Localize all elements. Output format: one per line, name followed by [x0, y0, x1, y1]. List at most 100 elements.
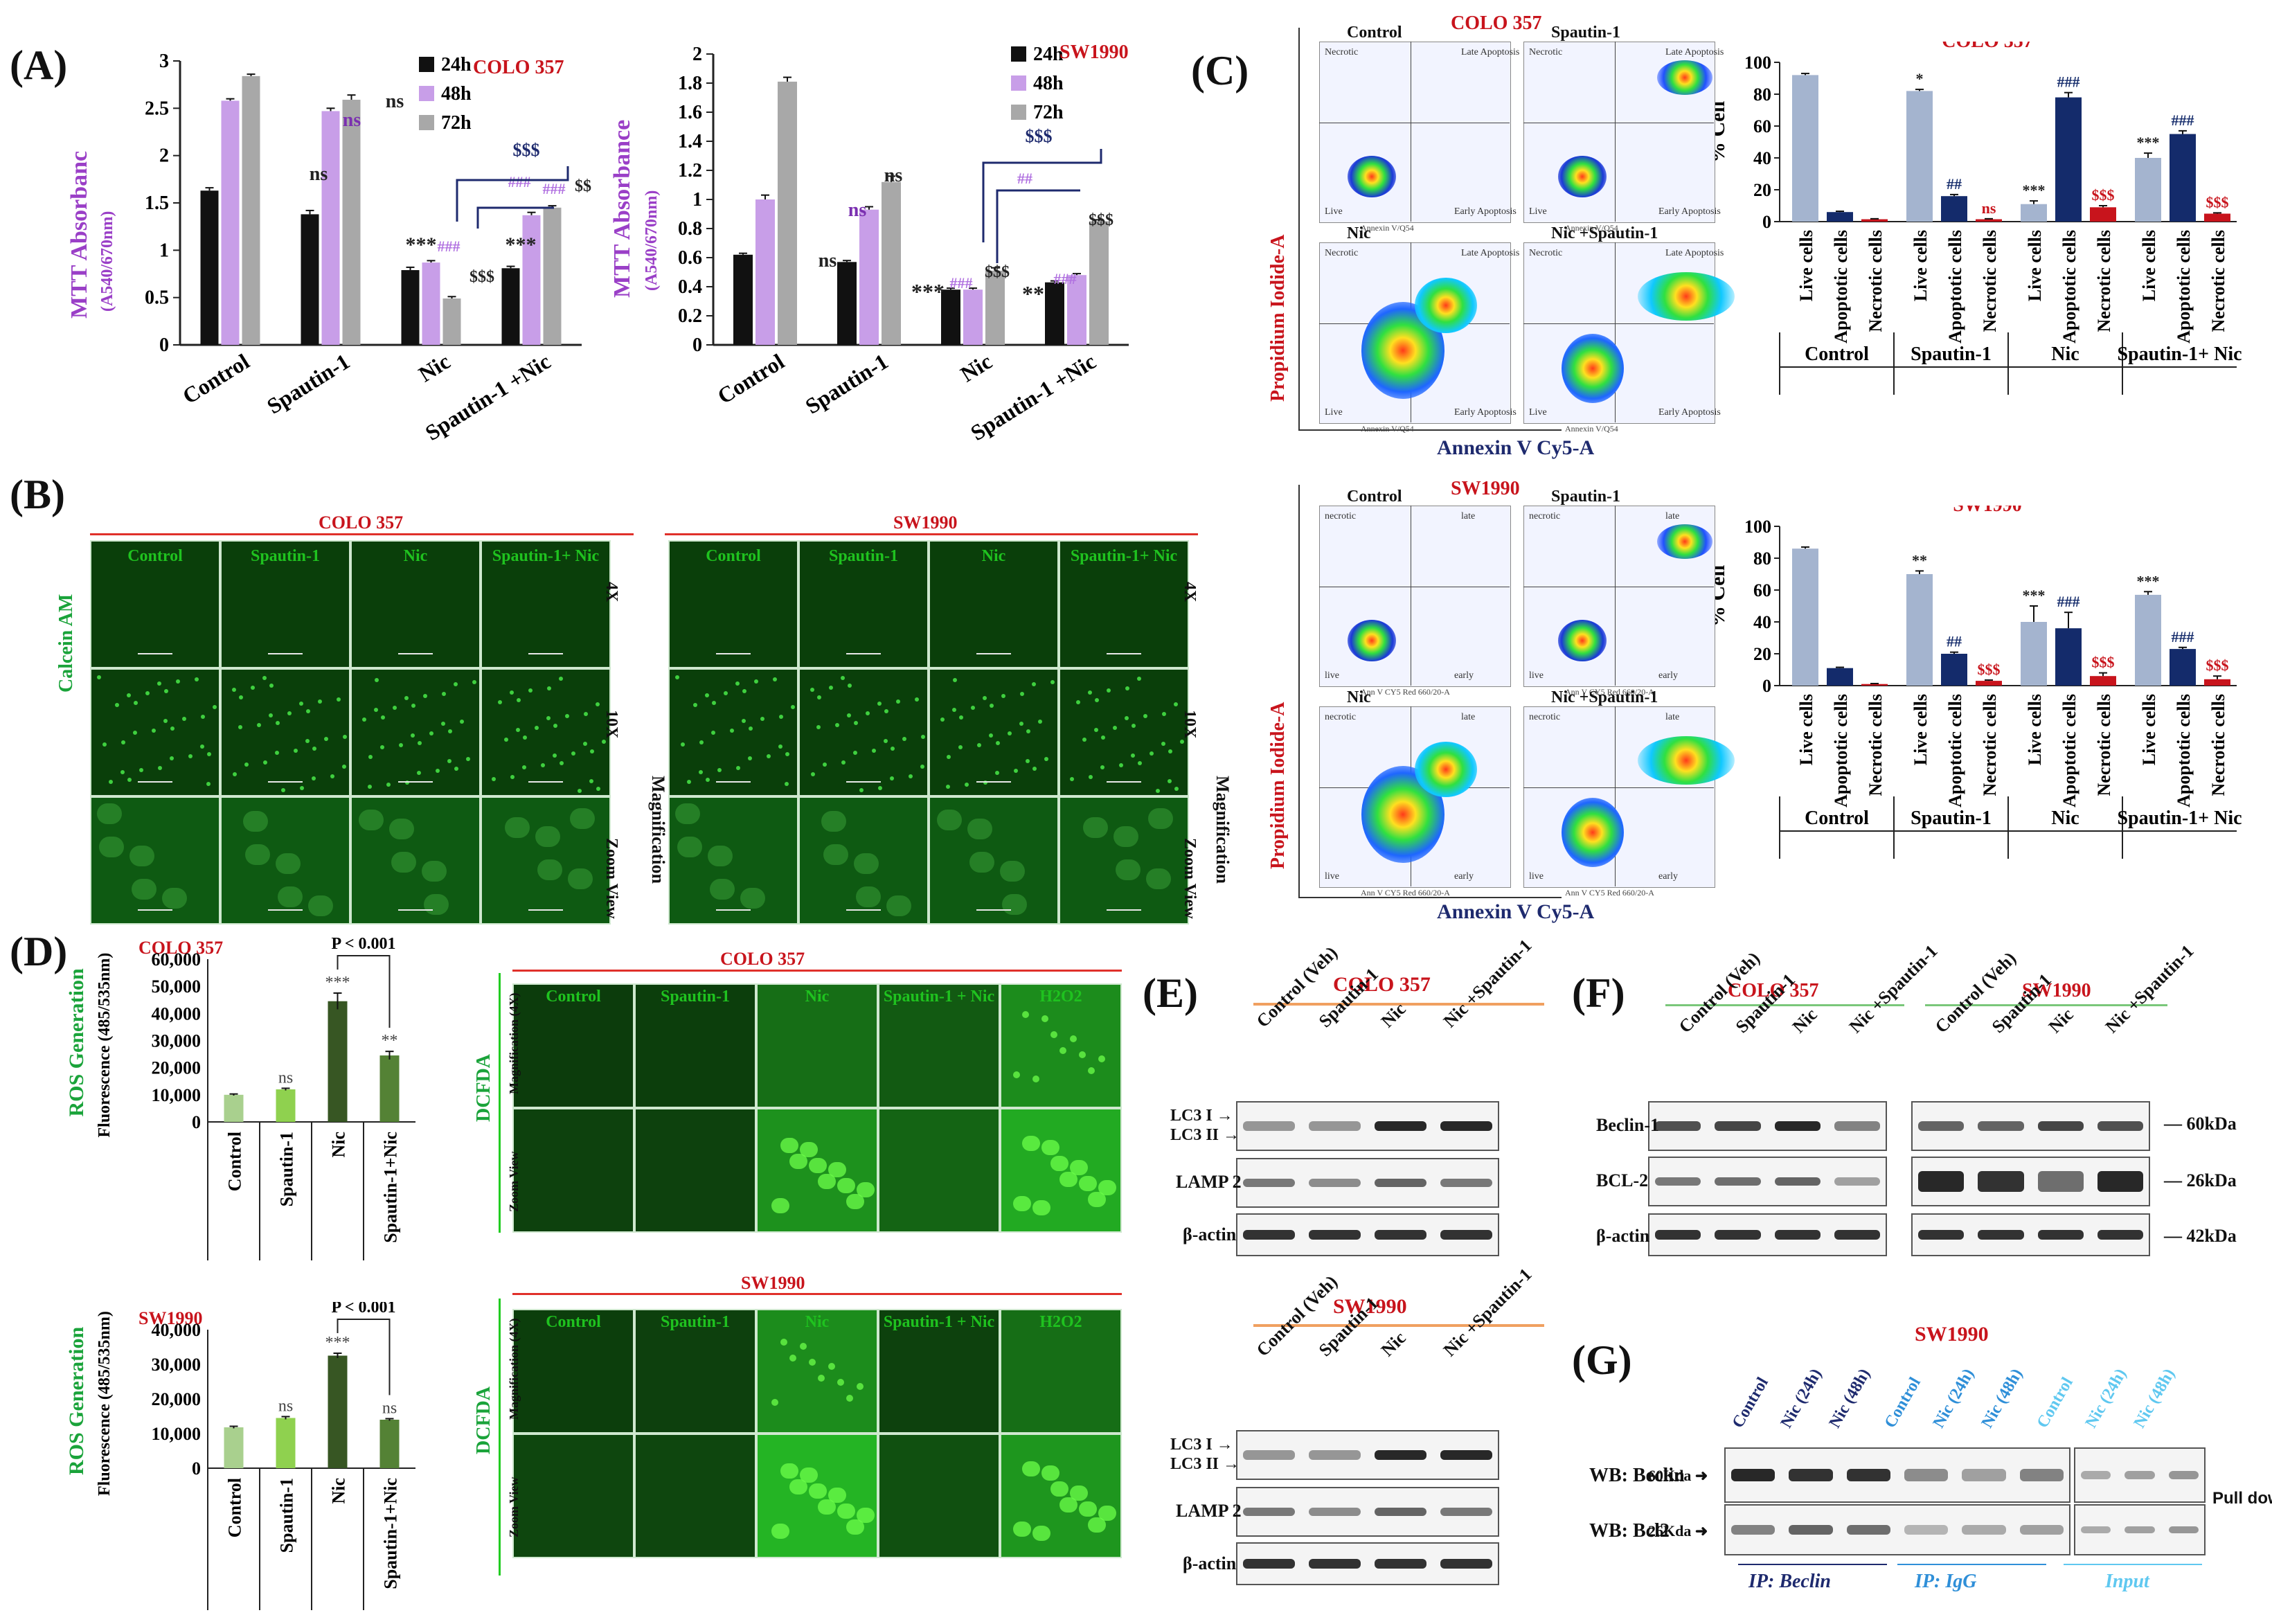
significance-label: ***	[406, 233, 437, 256]
band	[1846, 1525, 1890, 1535]
lane-label: Nic +Spautin-1	[1439, 935, 1536, 1032]
category-label: Apoptotic cells	[2174, 230, 2194, 343]
category-label: Control	[225, 1132, 245, 1191]
fluorescent-cell	[857, 1383, 864, 1390]
cell-dot	[380, 745, 384, 749]
significance-label: ns	[1982, 199, 1996, 217]
micrograph-cell	[634, 1108, 756, 1233]
y-tick-label: 0	[1762, 212, 1771, 232]
y-tick-label: 20	[1753, 180, 1771, 200]
bar	[379, 1420, 400, 1468]
legend-label: 72h	[1033, 102, 1064, 123]
lane-label: Nic	[1788, 1004, 1821, 1037]
wb-f-colo-rule	[1665, 1004, 1904, 1006]
significance-label: ns	[819, 250, 837, 271]
flow-x-axis-label: Annexin V/Q54	[1361, 223, 1414, 233]
cell-dot	[306, 709, 310, 713]
cell-dot	[1180, 740, 1184, 744]
significance-label: ns	[278, 1069, 293, 1087]
cell-dot	[115, 703, 119, 707]
y-tick-label: 2.5	[145, 98, 169, 119]
cell-dot	[460, 720, 464, 724]
cell-blob	[132, 879, 156, 900]
significance-label: ***	[2023, 587, 2046, 604]
legend-swatch	[1011, 46, 1026, 62]
lane-label-ip-igg: Control	[1881, 1374, 1924, 1431]
cell-dot	[602, 740, 606, 744]
fluorescent-cell	[1041, 1465, 1059, 1481]
dcfda-sw-arrow	[499, 1299, 501, 1576]
micrograph-cell	[350, 668, 481, 796]
cell-dot	[717, 768, 722, 772]
cell-dot	[977, 743, 981, 747]
bar	[2170, 134, 2196, 222]
protein-label-actin: β-actin	[1183, 1224, 1237, 1244]
significance-label: ns	[848, 199, 867, 221]
dcfda-row-label: Zoom View	[507, 1151, 521, 1213]
group-label: Nic	[2051, 343, 2079, 365]
micrograph-condition-label: Control	[127, 547, 183, 565]
cell-dot	[158, 766, 162, 770]
category-label: Necrotic cells	[1866, 230, 1886, 332]
cell-dot	[498, 700, 502, 704]
cell-dot	[1168, 779, 1172, 783]
cell-dot	[133, 731, 137, 735]
band	[1774, 1230, 1821, 1240]
gate-late: Late Apoptosis	[1461, 248, 1520, 258]
lane-label-ip-beclin: Nic (24h)	[1777, 1366, 1826, 1431]
y-tick-label: 2	[692, 44, 702, 65]
lane-label: Nic	[2044, 1004, 2077, 1037]
fluorescent-cell	[1013, 1196, 1031, 1211]
cell-dot	[940, 717, 945, 722]
band	[2037, 1121, 2084, 1131]
cell-dot	[785, 782, 789, 786]
cell-dot	[829, 686, 833, 690]
cell-blob	[1083, 817, 1108, 838]
cell-dot	[578, 789, 582, 793]
cell-dot	[841, 676, 845, 680]
scale-bar	[716, 653, 751, 654]
magnification-row-label: 4X	[1181, 582, 1199, 603]
cell-dot	[102, 742, 107, 747]
cell-dot	[97, 675, 101, 679]
lane-label-input: Nic (48h)	[2130, 1366, 2179, 1431]
cell-dot	[516, 728, 520, 732]
bar	[1976, 681, 2002, 686]
cell-dot	[571, 751, 575, 756]
scale-bar	[138, 653, 172, 654]
cell-blob	[391, 852, 416, 873]
cell-blob	[1002, 894, 1027, 915]
micrograph-cell	[1059, 540, 1189, 668]
cell-dot	[589, 779, 593, 783]
y-tick-label: 20	[1753, 644, 1771, 664]
legend-label: 48h	[441, 83, 472, 105]
cell-dot	[343, 735, 347, 739]
cell-dot	[816, 725, 821, 729]
bar	[1792, 75, 1818, 222]
category-label: Control	[178, 348, 253, 409]
p-bracket	[337, 955, 391, 1028]
cell-dot	[1026, 729, 1030, 733]
cell-dot	[971, 706, 975, 710]
band	[1309, 1559, 1361, 1569]
micrograph-condition-label: Spautin-1	[250, 547, 321, 565]
cell-blob	[710, 879, 735, 900]
band	[1375, 1450, 1426, 1460]
legend-swatch	[1011, 75, 1026, 91]
band	[1774, 1121, 1821, 1131]
significance-label: ns	[884, 165, 903, 186]
bar	[2090, 207, 2116, 222]
y-tick-label: 100	[1744, 53, 1771, 73]
gate-live: Live	[1325, 206, 1343, 217]
fluorescent-cell	[1070, 1035, 1077, 1042]
cell-dot	[1044, 757, 1048, 761]
pull-down-label: Pull down	[2212, 1489, 2272, 1508]
band	[1309, 1179, 1361, 1187]
band	[1789, 1525, 1833, 1535]
ros-ylabel2: Fluorescence (485/535nm)	[96, 1311, 114, 1496]
category-label: Necrotic cells	[2094, 230, 2114, 332]
cell-population	[1656, 60, 1712, 95]
micrograph-cell	[634, 1309, 756, 1434]
lane-label-input: Nic (24h)	[2082, 1366, 2131, 1431]
